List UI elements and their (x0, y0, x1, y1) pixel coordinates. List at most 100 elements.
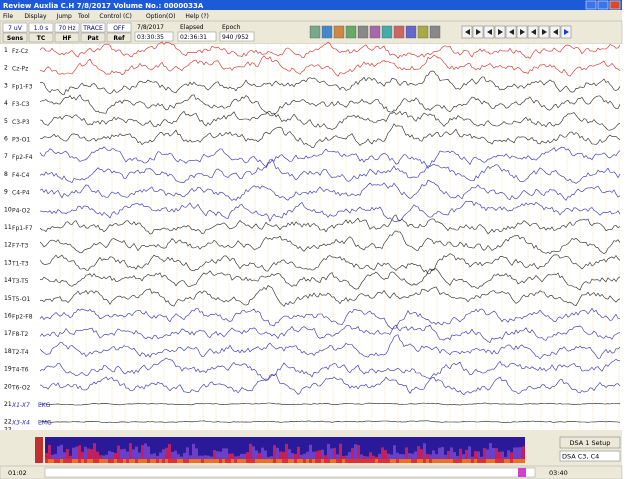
channel-label[interactable]: P3-O1 (12, 137, 30, 144)
dsa-low-band (198, 459, 201, 463)
dsa-column (495, 448, 498, 463)
tool-icon[interactable] (333, 25, 345, 39)
dsa-low-band (477, 459, 480, 463)
channel-label[interactable]: F4-C4 (12, 172, 30, 179)
setting-button[interactable] (28, 32, 54, 43)
dsa-column (87, 448, 90, 463)
setting-button[interactable] (80, 32, 106, 43)
dsa-column (159, 452, 162, 463)
dsa-setup: DSA 1 Setup (570, 439, 611, 447)
dsa-column (252, 446, 255, 463)
dsa-low-band (465, 459, 468, 463)
time-grid (59, 44, 620, 430)
menu-item[interactable]: Control (C) (99, 13, 131, 20)
setting-box[interactable] (80, 22, 106, 33)
tool-icon[interactable] (345, 25, 357, 39)
channel-label[interactable]: Fp2-F8 (12, 314, 33, 321)
tool-icon[interactable] (417, 25, 429, 39)
dsa-low-band (234, 459, 237, 463)
tool-icon[interactable] (429, 25, 441, 39)
channel-label[interactable]: Fp1-F3 (12, 83, 33, 90)
dsa-low-band (48, 459, 51, 463)
channel-label[interactable]: F3-C3 (12, 101, 30, 108)
row-number: 5 (4, 118, 8, 125)
channel-label[interactable]: F7-T3 (12, 243, 29, 250)
channel-label[interactable]: Cz-Pz (12, 66, 28, 73)
dsa-column (435, 454, 438, 463)
dsa-low-band (171, 459, 174, 463)
channel-label[interactable]: X1-X7 (11, 402, 30, 409)
menu-item[interactable]: Display (24, 13, 47, 20)
setting-box[interactable] (54, 22, 80, 33)
channel-label[interactable]: T1-T3 (11, 260, 29, 267)
dsa-low-band (246, 459, 249, 463)
channel-label[interactable]: Fp2-F4 (12, 154, 33, 161)
dsa-colorbar (35, 437, 43, 463)
channel-label[interactable]: T6-O2 (11, 384, 31, 391)
dsa-column (72, 447, 75, 463)
elapsed-box (177, 31, 217, 42)
close-button[interactable] (609, 0, 621, 10)
dsa-low-band (522, 459, 525, 463)
dsa-low-band (180, 459, 183, 463)
setting-box[interactable] (28, 22, 54, 33)
channel-label[interactable]: C3-P3 (12, 119, 30, 126)
dsa-channel-select[interactable] (559, 450, 621, 462)
setting-button[interactable] (54, 32, 80, 43)
tool-icon[interactable] (369, 25, 381, 39)
row-number: 7 (4, 153, 8, 160)
dsa-low-band (144, 459, 147, 463)
scroll-thumb[interactable] (518, 468, 526, 477)
menu-item[interactable]: Tool (77, 13, 90, 20)
eeg-trace (39, 41, 621, 59)
channel-label[interactable]: Fz-Cz (12, 48, 28, 55)
menu-item[interactable]: Help (?) (185, 13, 208, 20)
tool-icon[interactable] (381, 25, 393, 39)
dsa-column (45, 452, 48, 463)
tool-icon[interactable] (393, 25, 405, 39)
dsa-low-band (69, 459, 72, 463)
dsa-column (279, 451, 282, 463)
epoch-label: Epoch (222, 24, 241, 31)
channel-label[interactable]: F8-T2 (12, 331, 29, 338)
dsa-column (183, 452, 186, 463)
dsa-column (90, 449, 93, 463)
dsa-low-band (507, 459, 510, 463)
setting-button[interactable] (106, 32, 132, 43)
setting-box[interactable] (106, 22, 132, 33)
dsa-low-band (165, 459, 168, 463)
channel-label[interactable]: T2-T4 (11, 349, 29, 356)
minimize-button[interactable] (585, 0, 597, 10)
channel-label[interactable]: X3-X4 (11, 420, 30, 427)
tool-icon[interactable] (405, 25, 417, 39)
tool-icon[interactable] (357, 25, 369, 39)
dsa-column (369, 452, 372, 463)
channel-label[interactable]: T5-O1 (11, 296, 31, 303)
traces: 1 Fz-Cz 2 Cz-Pz 3 Fp1-F3 4 F3-C3 5 C3-P3 6 P3-O1 7 Fp… (4, 41, 621, 453)
dsa-low-band (45, 459, 48, 463)
setting-button[interactable] (2, 32, 28, 43)
dsa-low-band (495, 459, 498, 463)
menu-item[interactable]: Option(O) (146, 13, 175, 20)
dsa-low-band (396, 459, 399, 463)
dsa-low-band (417, 459, 420, 463)
dsa-setup-button[interactable] (559, 436, 621, 449)
channel-label[interactable]: T4-T6 (11, 367, 29, 374)
time-scrollbar[interactable] (44, 467, 536, 478)
tool-icon[interactable] (309, 25, 321, 39)
menu-item[interactable]: Jump (56, 13, 72, 20)
nav-arrow (476, 29, 481, 35)
dsa-column (315, 451, 318, 463)
tool-icon[interactable] (321, 25, 333, 39)
menu-item[interactable]: File (3, 13, 13, 20)
channel-label[interactable]: Fp1-F7 (12, 225, 33, 232)
dsa-column (150, 454, 153, 463)
dsa-low-band (444, 459, 447, 463)
dsa-column (330, 448, 333, 463)
setting-box[interactable] (2, 22, 28, 33)
channel-label[interactable]: P4-O2 (12, 207, 30, 214)
channel-label[interactable]: C4-P4 (12, 190, 30, 197)
maximize-button[interactable] (597, 0, 609, 10)
channel-label[interactable]: T3-T5 (11, 278, 29, 285)
dsa-column (240, 453, 243, 463)
